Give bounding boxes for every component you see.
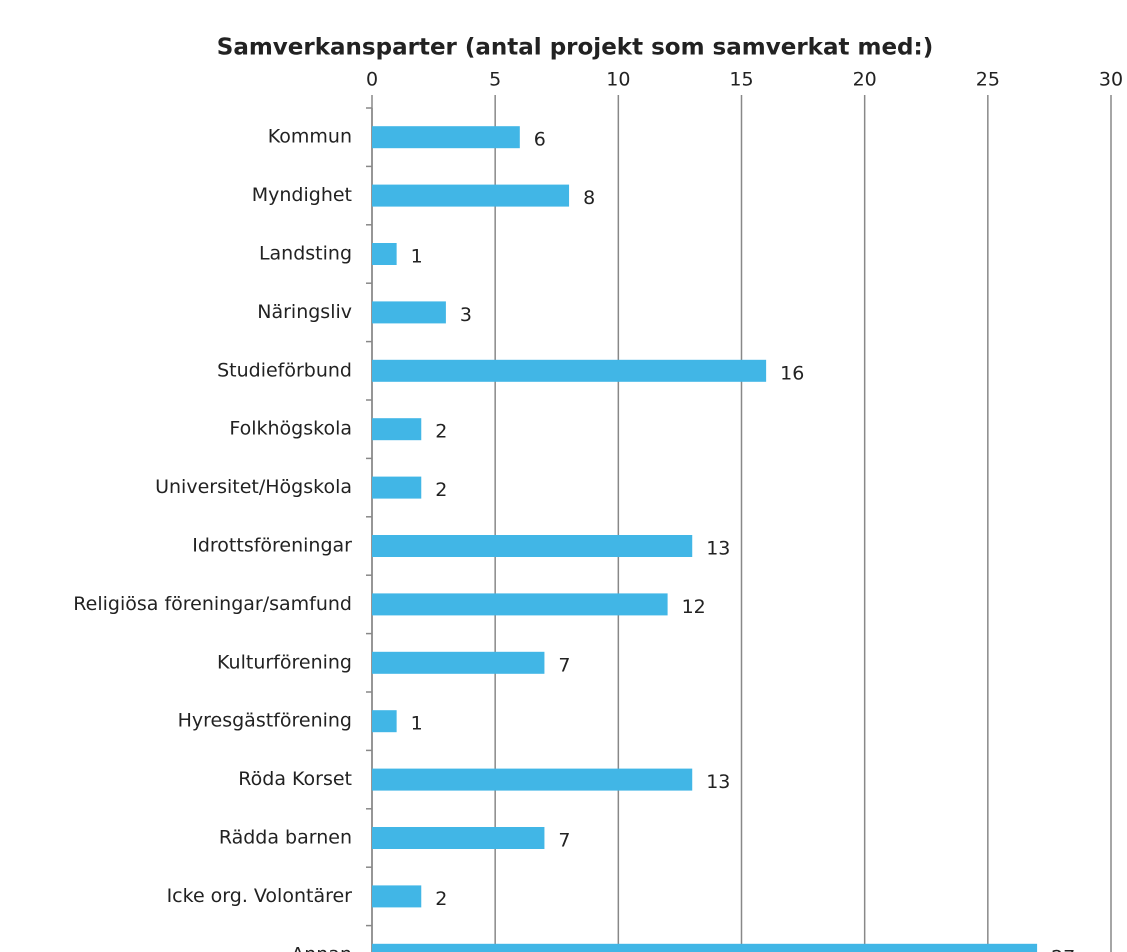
y-tick-label: Myndighet bbox=[252, 184, 352, 206]
y-tick-label: Universitet/Högskola bbox=[155, 476, 352, 498]
bar bbox=[372, 943, 1038, 952]
bar bbox=[372, 184, 570, 207]
value-label: 2 bbox=[435, 479, 447, 501]
bar bbox=[372, 827, 545, 849]
y-tick-label: Studieförbund bbox=[217, 359, 352, 381]
bar bbox=[372, 710, 397, 733]
bar bbox=[372, 359, 767, 382]
y-tick-label: Landsting bbox=[259, 243, 352, 265]
bar bbox=[372, 126, 520, 149]
y-tick-label: Idrottsföreningar bbox=[192, 535, 352, 557]
bar bbox=[372, 243, 397, 265]
y-tick-label: Icke org. Volontärer bbox=[167, 885, 353, 907]
value-label: 3 bbox=[460, 304, 472, 326]
x-tick-label: 0 bbox=[366, 69, 378, 91]
y-tick-label: Kulturförening bbox=[217, 651, 352, 673]
y-tick-label: Rädda barnen bbox=[219, 827, 352, 849]
value-label: 16 bbox=[780, 362, 804, 384]
value-label: 7 bbox=[558, 830, 570, 852]
value-label: 8 bbox=[583, 187, 595, 209]
y-tick-label: Annan bbox=[291, 943, 352, 952]
value-label: 7 bbox=[558, 654, 570, 676]
bar bbox=[372, 885, 422, 908]
bar bbox=[372, 301, 446, 324]
bar bbox=[372, 535, 693, 557]
y-tick-label: Röda Korset bbox=[238, 768, 352, 790]
y-tick-label: Religiösa föreningar/samfund bbox=[73, 593, 352, 615]
x-tick-label: 15 bbox=[729, 69, 753, 91]
value-label: 13 bbox=[706, 538, 730, 560]
y-tick-label: Folkhögskola bbox=[229, 418, 352, 440]
bar bbox=[372, 418, 422, 441]
bar bbox=[372, 768, 693, 791]
x-tick-label: 10 bbox=[606, 69, 630, 91]
y-tick-label: Näringsliv bbox=[257, 301, 352, 323]
bar bbox=[372, 593, 668, 616]
x-tick-label: 5 bbox=[489, 69, 501, 91]
value-label: 6 bbox=[534, 129, 546, 151]
bar bbox=[372, 476, 422, 499]
value-label: 1 bbox=[411, 713, 423, 735]
bar bbox=[372, 651, 545, 674]
value-label: 2 bbox=[435, 888, 447, 910]
value-label: 27 bbox=[1051, 946, 1075, 952]
y-tick-label: Kommun bbox=[268, 126, 352, 148]
value-label: 13 bbox=[706, 771, 730, 793]
value-label: 12 bbox=[682, 596, 706, 618]
chart-title: Samverkansparter (antal projekt som samv… bbox=[217, 35, 933, 61]
value-label: 1 bbox=[411, 246, 423, 268]
y-tick-label: Hyresgästförening bbox=[178, 710, 352, 732]
value-label: 2 bbox=[435, 421, 447, 443]
x-tick-label: 25 bbox=[976, 69, 1000, 91]
x-tick-label: 30 bbox=[1099, 69, 1123, 91]
x-tick-label: 20 bbox=[853, 69, 877, 91]
